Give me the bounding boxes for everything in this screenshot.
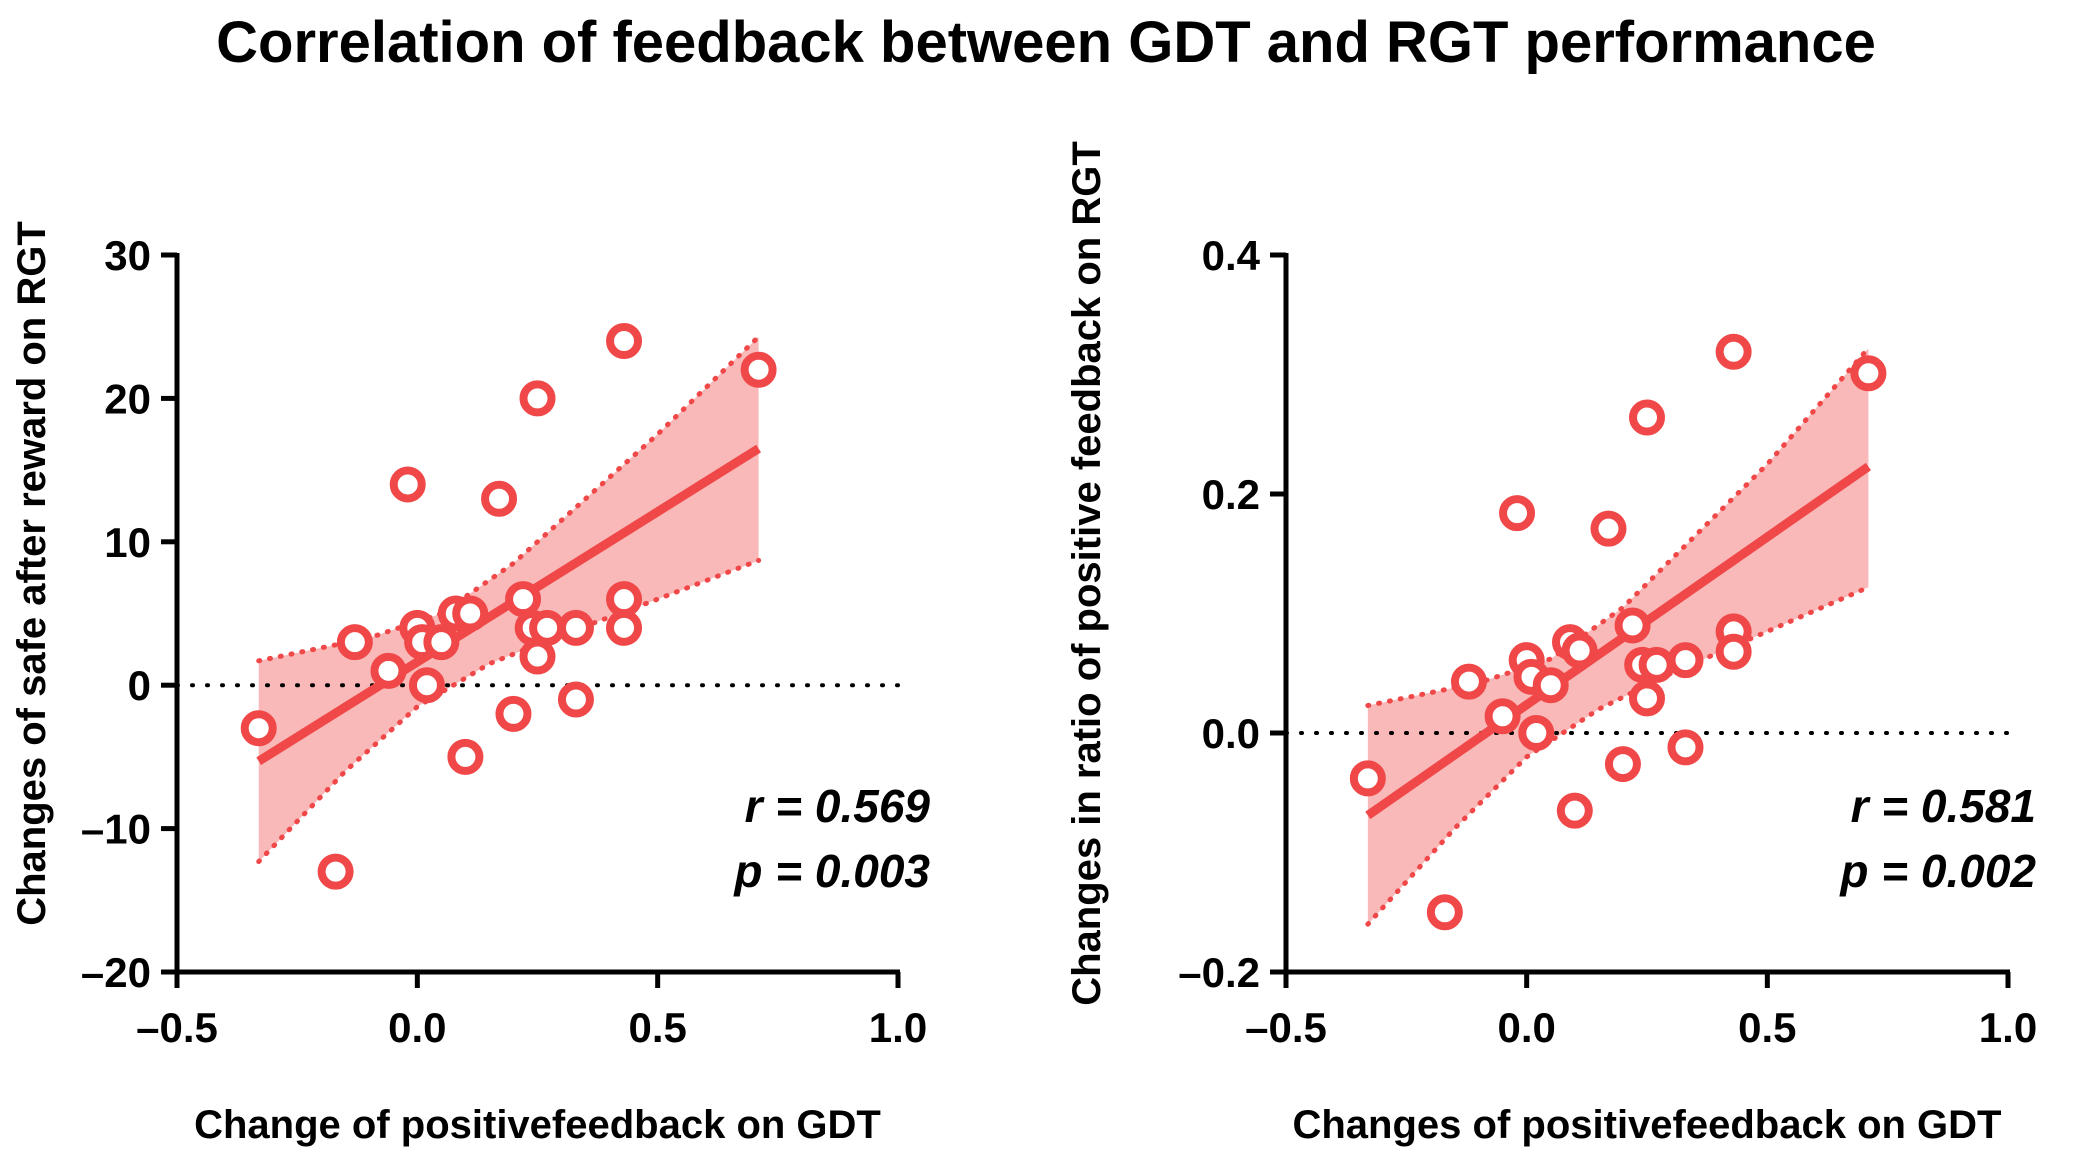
y-tick-label: –0.2 [1178, 949, 1260, 996]
data-point [1629, 399, 1665, 436]
x-axis-title: Change of positivefeedback on GDT [194, 1103, 881, 1147]
x-tick-label: 0.0 [388, 1004, 446, 1051]
data-point [1556, 792, 1593, 829]
x-tick-label: 0.5 [628, 1004, 686, 1051]
p-value: p = 0.002 [1838, 845, 2036, 897]
data-point [740, 351, 777, 388]
data-point [370, 652, 407, 689]
data-point [1604, 746, 1641, 783]
data-point [1667, 642, 1704, 679]
y-tick-label: –10 [81, 806, 151, 853]
chart-left: –0.5 0.0 0.5 1.0 –20 –10 0 10 20 30 Change of posi… [10, 221, 930, 1147]
x-tick-label: –0.5 [1245, 1004, 1327, 1051]
data-point [1629, 680, 1665, 717]
data-point [606, 323, 643, 360]
y-axis-title: Changes in ratio of positive feedback on… [1065, 141, 1109, 1006]
data-point [1850, 355, 1887, 392]
x-axis-title: Changes of positivefeedback on GDT [1292, 1103, 2001, 1147]
p-value: p = 0.003 [732, 845, 930, 897]
data-point [452, 595, 489, 632]
data-point [557, 609, 594, 646]
data-point [495, 695, 532, 732]
data-point [1638, 646, 1675, 683]
data-point [1715, 633, 1752, 670]
data-point [1561, 632, 1598, 669]
y-tick-label: 30 [104, 232, 151, 279]
y-axis-title: Changes of safe after reward on RGT [10, 221, 54, 926]
data-point [1667, 729, 1704, 766]
ci-lower-line [256, 557, 762, 865]
data-point [1484, 698, 1521, 735]
chart-right: –0.5 0.0 0.5 1.0 –0.2 0.0 0.2 0.4 Changes of pos… [1065, 141, 2037, 1147]
data-point [1450, 663, 1487, 700]
data-point [1715, 333, 1752, 370]
x-tick-label: 0.5 [1738, 1004, 1796, 1051]
data-point [1518, 715, 1555, 751]
ci-lower-line [1365, 584, 1871, 927]
data-point [529, 609, 566, 646]
figure-title: Correlation of feedback between GDT and … [216, 10, 1876, 75]
data-point [389, 466, 426, 503]
data-point [1426, 894, 1463, 931]
y-tick-label: 0.4 [1202, 232, 1261, 279]
y-tick-label: 20 [104, 375, 151, 422]
regression-line [1365, 462, 1871, 820]
data-point [1532, 667, 1569, 704]
data-point [481, 480, 518, 517]
y-tick-label: 0 [128, 662, 151, 709]
x-tick-label: 0.0 [1497, 1004, 1555, 1051]
data-point [505, 581, 542, 618]
data-point [1499, 495, 1536, 532]
data-point [240, 710, 277, 747]
correlation-r: r = 0.581 [1851, 780, 2036, 832]
data-point [1614, 607, 1651, 644]
x-tick-label: –0.5 [136, 1004, 218, 1051]
y-tick-label: 10 [104, 519, 151, 566]
data-point [423, 624, 460, 661]
data-point [336, 624, 373, 661]
data-point [557, 681, 594, 718]
y-tick-label: 0.0 [1202, 710, 1260, 757]
data-point [606, 609, 643, 646]
data-point [317, 853, 354, 890]
x-tick-label: 1.0 [1979, 1004, 2037, 1051]
data-point [1590, 510, 1627, 547]
data-point [519, 380, 556, 417]
y-tick-label: 0.2 [1202, 471, 1260, 518]
data-point [606, 581, 643, 618]
x-tick-label: 1.0 [869, 1004, 927, 1051]
data-point [1349, 760, 1386, 797]
data-point [408, 667, 445, 704]
correlation-r: r = 0.569 [745, 780, 931, 832]
data-point [519, 638, 556, 675]
data-point [447, 738, 484, 775]
y-tick-label: –20 [81, 949, 151, 996]
